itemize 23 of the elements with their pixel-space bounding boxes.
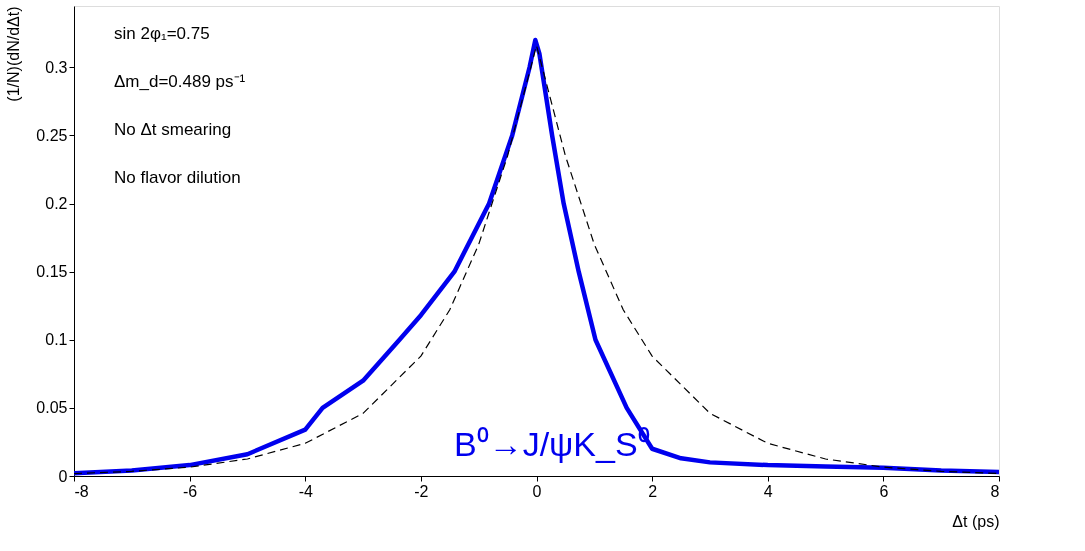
x-tick-label: 8 [990, 482, 1000, 500]
y-tick-label: 0.1 [45, 331, 68, 349]
x-tick-label: -6 [183, 482, 198, 500]
y-axis-title: (1/N)(dN/dΔt) [5, 6, 23, 102]
x-tick-label: 6 [879, 482, 889, 500]
annotation: B⁰→J/ψK_S⁰ [454, 425, 650, 463]
x-tick-label: 0 [532, 482, 542, 500]
y-tick-label: 0.05 [36, 399, 68, 417]
y-tick-label: 0.3 [45, 58, 68, 76]
x-tick-label: -8 [74, 482, 89, 500]
x-tick-label: 4 [763, 482, 773, 500]
annotation: No flavor dilution [114, 168, 241, 187]
annotation: No Δt smearing [114, 120, 232, 139]
x-tick-label: -4 [298, 482, 313, 500]
y-tick-label: 0 [58, 467, 68, 485]
annotation: sin 2φ₁=0.75 [114, 24, 210, 43]
y-tick-label: 0.15 [36, 263, 68, 281]
y-tick-label: 0.2 [45, 195, 68, 213]
x-tick-label: -2 [414, 482, 429, 500]
annotation: Δm_d=0.489 ps⁻¹ [114, 72, 246, 91]
x-axis-title: Δt (ps) [952, 512, 1000, 530]
y-tick-label: 0.25 [36, 126, 68, 144]
x-tick-label: 2 [648, 482, 658, 500]
